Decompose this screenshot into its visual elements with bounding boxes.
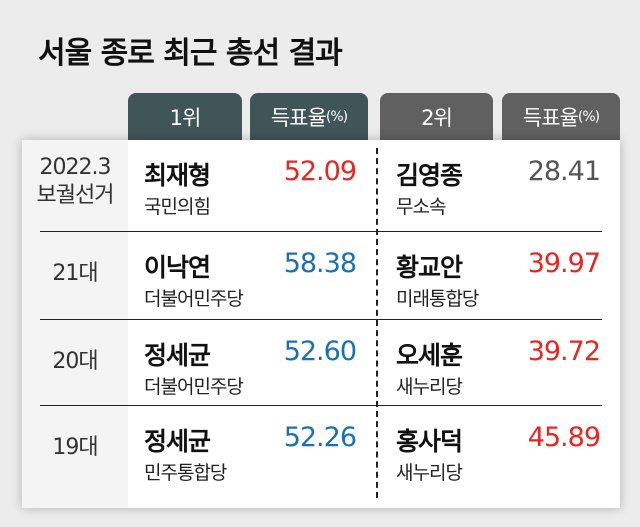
row-divider xyxy=(40,404,602,406)
first-candidate: 정세균 xyxy=(144,427,211,456)
header-unit: (%) xyxy=(577,108,600,125)
second-pct: 39.72 xyxy=(527,336,601,367)
page-title: 서울 종로 최근 총선 결과 xyxy=(38,36,343,71)
first-pct: 52.26 xyxy=(283,422,357,453)
second-party: 새누리당 xyxy=(396,376,463,398)
first-candidate: 정세균 xyxy=(144,341,211,370)
divider-dashed xyxy=(376,148,378,498)
election-label: 20대 xyxy=(52,349,98,374)
header-second-rate: 득표율 (%) xyxy=(502,93,620,140)
header-rate-label: 득표율 xyxy=(270,105,327,130)
header-first: 1위 xyxy=(128,93,242,140)
election-label: 19대 xyxy=(52,435,98,460)
second-party: 무소속 xyxy=(396,196,446,218)
header-first-label: 1위 xyxy=(169,105,202,130)
second-candidate: 홍사덕 xyxy=(396,427,463,456)
table-row: 2022.3 보궐선거 최재형 국민의힘 52.09 김영종 무소속 28.41 xyxy=(22,140,620,232)
first-pct: 52.09 xyxy=(283,156,357,187)
header-rate-label: 득표율 xyxy=(522,105,579,130)
election-label: 21대 xyxy=(52,261,98,286)
header-second-label: 2위 xyxy=(421,105,453,130)
second-candidate: 김영종 xyxy=(396,161,463,190)
table-row: 19대 정세균 민주통합당 52.26 홍사덕 새누리당 45.89 xyxy=(22,406,620,506)
table-row: 21대 이낙연 더불어민주당 58.38 황교안 미래통합당 39.97 xyxy=(22,232,620,320)
header-second: 2위 xyxy=(380,93,493,140)
label-column xyxy=(22,140,128,508)
row-divider xyxy=(40,230,602,232)
second-candidate: 황교안 xyxy=(396,253,463,282)
election-label: 2022.3 보궐선거 xyxy=(36,155,115,208)
table-row: 20대 정세균 더불어민주당 52.60 오세훈 새누리당 39.72 xyxy=(22,320,620,406)
first-party: 민주통합당 xyxy=(144,462,227,484)
first-party: 국민의힘 xyxy=(144,196,211,218)
first-candidate: 이낙연 xyxy=(144,253,211,282)
second-party: 미래통합당 xyxy=(396,288,479,310)
second-pct: 28.41 xyxy=(527,156,601,187)
second-party: 새누리당 xyxy=(396,462,463,484)
header-unit: (%) xyxy=(325,108,348,125)
first-candidate: 최재형 xyxy=(144,161,211,190)
first-party: 더불어민주당 xyxy=(144,288,244,310)
header-first-rate: 득표율 (%) xyxy=(250,93,368,140)
second-candidate: 오세훈 xyxy=(396,341,463,370)
first-pct: 58.38 xyxy=(283,248,357,279)
results-table: 2022.3 보궐선거 최재형 국민의힘 52.09 김영종 무소속 28.41 … xyxy=(22,140,620,508)
second-pct: 39.97 xyxy=(527,248,601,279)
first-pct: 52.60 xyxy=(283,336,357,367)
second-pct: 45.89 xyxy=(527,422,601,453)
row-divider xyxy=(40,318,602,320)
first-party: 더불어민주당 xyxy=(144,376,244,398)
